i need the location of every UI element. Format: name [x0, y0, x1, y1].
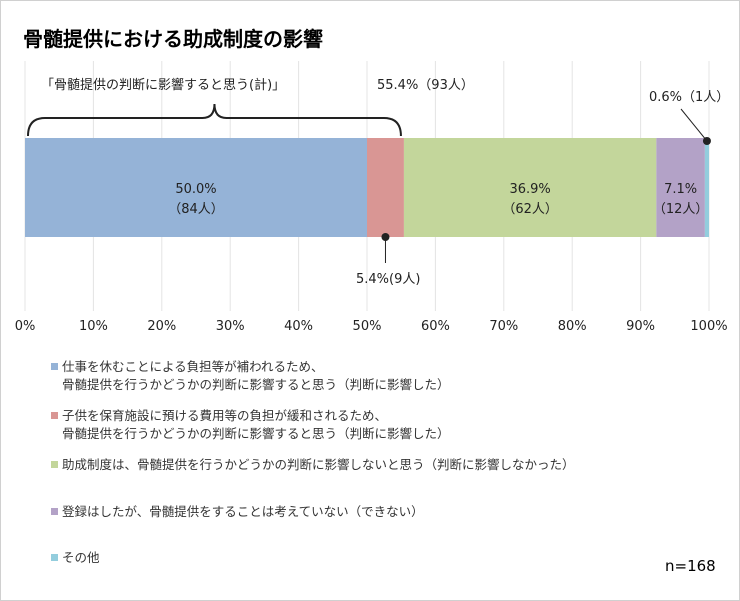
legend-item: その他	[51, 549, 100, 567]
bar-segment	[656, 138, 705, 237]
x-tick-label: 80%	[558, 319, 587, 334]
legend-label: その他	[62, 550, 100, 565]
bar-segment	[367, 138, 404, 237]
x-tick-label: 20%	[147, 319, 176, 334]
x-tick-label: 0%	[15, 319, 36, 334]
x-tick-label: 90%	[626, 319, 655, 334]
x-tick-label: 50%	[353, 319, 382, 334]
legend-item: 登録はしたが、骨髄提供をすることは考えていない（できない）	[51, 503, 424, 521]
legend-swatch	[51, 412, 58, 419]
legend-swatch	[51, 461, 58, 468]
leader-line	[680, 108, 708, 142]
x-tick-label: 60%	[421, 319, 450, 334]
legend-swatch	[51, 363, 58, 370]
bracket-value: 55.4%（93人）	[377, 78, 474, 93]
legend-label: 仕事を休むことによる負担等が補われるため、	[62, 359, 324, 374]
data-label-count: （62人）	[502, 202, 558, 217]
x-tick-label: 10%	[79, 319, 108, 334]
legend-label: 骨髄提供を行うかどうかの判断に影響すると思う（判断に影響した）	[62, 377, 450, 392]
bar-segment	[704, 138, 709, 237]
bracket-label: 「骨髄提供の判断に影響すると思う(計)」	[41, 77, 285, 93]
legend-swatch	[51, 508, 58, 515]
bracket	[27, 103, 402, 137]
data-label-pct: 36.9%	[509, 182, 550, 197]
chart-title: 骨髄提供における助成制度の影響	[23, 27, 323, 51]
legend-label: 助成制度は、骨髄提供を行うかどうかの判断に影響しないと思う（判断に影響しなかった…	[62, 457, 575, 472]
leader-dot	[702, 137, 711, 145]
bar-segment	[403, 138, 657, 237]
x-tick-label: 70%	[489, 319, 518, 334]
x-tick-label: 40%	[284, 319, 313, 334]
data-label: 0.6%（1人）	[649, 90, 729, 105]
sample-size: n=168	[665, 557, 716, 575]
legend-item: 仕事を休むことによる負担等が補われるため、骨髄提供を行うかどうかの判断に影響する…	[51, 358, 450, 394]
leader-dot	[381, 233, 390, 241]
legend-item: 助成制度は、骨髄提供を行うかどうかの判断に影響しないと思う（判断に影響しなかった…	[51, 456, 575, 474]
data-label-pct: 7.1%	[664, 182, 697, 197]
bar-segment	[25, 138, 367, 237]
x-tick-label: 100%	[690, 319, 727, 334]
data-label-pct: 50.0%	[175, 182, 216, 197]
legend-label: 登録はしたが、骨髄提供をすることは考えていない（できない）	[62, 504, 424, 519]
legend-label: 骨髄提供を行うかどうかの判断に影響すると思う（判断に影響した）	[62, 426, 450, 441]
data-label-count: （12人）	[653, 202, 709, 217]
legend-label: 子供を保育施設に預ける費用等の負担が緩和されるため、	[62, 408, 388, 423]
legend-swatch	[51, 554, 58, 561]
x-tick-label: 30%	[216, 319, 245, 334]
legend-item: 子供を保育施設に預ける費用等の負担が緩和されるため、骨髄提供を行うかどうかの判断…	[51, 407, 450, 443]
data-label: 5.4%(9人)	[356, 272, 420, 287]
data-label-count: （84人）	[168, 202, 224, 217]
